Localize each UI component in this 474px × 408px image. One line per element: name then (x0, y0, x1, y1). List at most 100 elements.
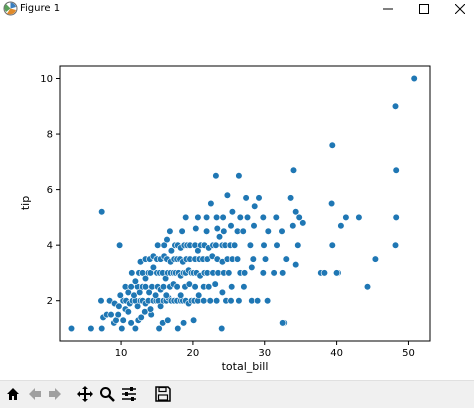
configure-subplots-button[interactable] (118, 383, 140, 405)
y-tick-label: 6 (47, 185, 53, 196)
data-point (157, 302, 165, 310)
minimize-icon (383, 8, 393, 10)
data-point (328, 199, 336, 208)
pan-move-icon (77, 386, 93, 402)
data-point (220, 227, 228, 235)
data-point (272, 213, 280, 221)
y-axis-label: tip (19, 196, 32, 210)
data-point (215, 233, 224, 241)
data-point (192, 224, 200, 233)
minimize-button[interactable] (370, 0, 406, 18)
data-point (287, 194, 295, 202)
data-point (264, 227, 272, 235)
save-button[interactable] (152, 383, 174, 405)
data-point (279, 319, 287, 327)
figure-canvas[interactable]: 10 20 30 40 50 2 4 6 8 10 total_bill tip (0, 18, 474, 380)
home-icon (7, 388, 19, 400)
data-point (294, 241, 302, 249)
data-point (124, 308, 132, 316)
data-point (97, 297, 105, 305)
data-point (243, 213, 252, 221)
data-point (128, 269, 136, 277)
data-point (146, 305, 155, 313)
data-point (159, 283, 168, 291)
data-point (392, 166, 400, 174)
data-point (115, 302, 123, 310)
data-point (194, 213, 202, 221)
configure-subplots-icon (122, 387, 136, 401)
data-point (191, 283, 199, 291)
data-point (137, 313, 145, 322)
data-point (223, 191, 231, 199)
data-point (260, 241, 268, 249)
data-point (337, 222, 345, 230)
data-point (134, 302, 142, 310)
close-button[interactable] (442, 0, 474, 18)
y-tick-label: 4 (47, 241, 53, 252)
maximize-button[interactable] (406, 0, 442, 18)
data-point (261, 255, 270, 263)
back-button[interactable] (24, 383, 46, 405)
y-tick-label: 10 (40, 74, 53, 85)
data-point (155, 324, 163, 333)
data-point (115, 241, 124, 249)
back-arrow-icon (29, 388, 41, 400)
x-axis-ticks: 10 20 30 40 50 (115, 341, 415, 359)
data-point (239, 227, 247, 235)
zoom-button[interactable] (96, 383, 118, 405)
data-point (233, 255, 242, 263)
data-point (371, 255, 380, 263)
data-point (363, 283, 372, 291)
x-tick-label: 10 (115, 348, 128, 359)
data-point (228, 283, 236, 291)
data-point (242, 194, 250, 202)
data-point (164, 316, 172, 324)
data-point (278, 227, 286, 235)
points-layer (67, 74, 418, 333)
data-point (255, 194, 263, 202)
data-point (251, 202, 259, 210)
forward-arrow-icon (49, 388, 61, 400)
data-point (240, 283, 248, 291)
data-point (152, 291, 160, 299)
data-point (235, 297, 243, 305)
data-point (236, 213, 244, 221)
data-point (218, 324, 226, 333)
data-point (355, 213, 363, 221)
data-point (282, 255, 290, 263)
data-point (249, 255, 257, 263)
data-point (227, 297, 235, 305)
data-point (273, 241, 281, 249)
data-point (231, 241, 239, 249)
data-point (194, 247, 202, 255)
data-point (410, 74, 418, 83)
pan-button[interactable] (74, 383, 96, 405)
data-point (205, 283, 213, 291)
data-point (98, 208, 106, 216)
data-point (141, 308, 149, 316)
data-point (98, 324, 106, 333)
data-point (149, 263, 157, 271)
data-point (292, 208, 300, 216)
data-point (162, 291, 170, 299)
window-title: Figure 1 (20, 3, 61, 14)
data-point (289, 222, 297, 230)
data-point (264, 297, 272, 305)
data-point (130, 291, 138, 299)
x-axis-label: total_bill (222, 360, 269, 373)
home-button[interactable] (2, 383, 24, 405)
navigation-toolbar (0, 380, 474, 408)
x-tick-label: 20 (187, 348, 200, 359)
forward-button[interactable] (44, 383, 66, 405)
data-point (248, 263, 256, 271)
data-point (200, 297, 208, 305)
data-point (218, 288, 226, 297)
plot-frame (59, 65, 431, 342)
data-point (333, 269, 341, 277)
data-point (174, 324, 182, 333)
data-point (190, 316, 198, 324)
data-point (259, 269, 267, 277)
data-point (182, 213, 190, 221)
data-point (254, 297, 262, 305)
data-point (119, 316, 127, 324)
